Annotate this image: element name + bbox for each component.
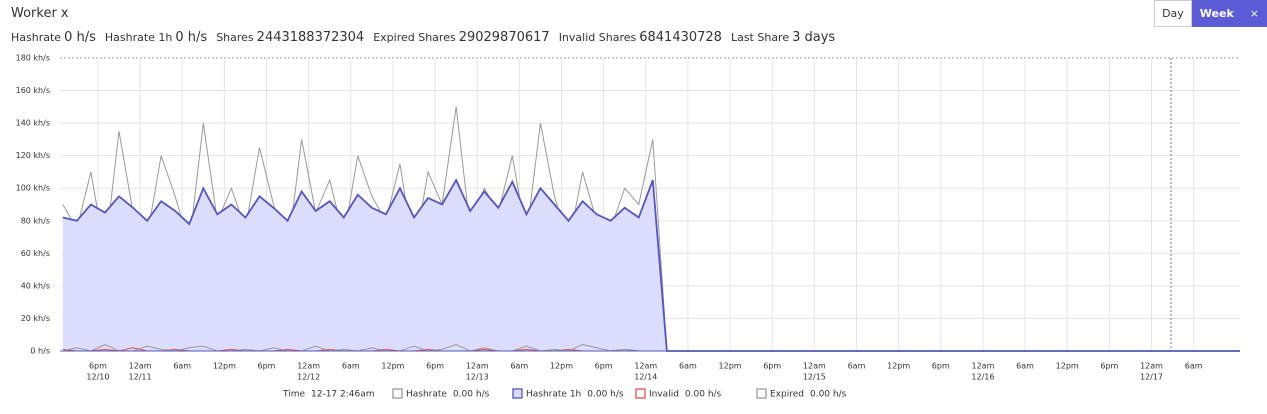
- stat-label: Last Share: [730, 31, 790, 44]
- x-tick-label: 12pm: [719, 362, 742, 371]
- x-tick-label: 12pm: [887, 362, 910, 371]
- x-tick-label: 6pm: [426, 362, 444, 371]
- y-tick-label: 100 kh/s: [16, 184, 50, 193]
- x-tick-label: 6am: [510, 362, 528, 371]
- legend-label: Hashrate: [406, 390, 447, 400]
- x-tick-label: 12am: [297, 362, 320, 371]
- range-button[interactable]: Week: [1191, 0, 1242, 27]
- legend-label: Hashrate 1h: [526, 390, 581, 400]
- legend-value: 0.00 h/s: [685, 390, 722, 400]
- x-date-label: 12/13: [466, 373, 489, 382]
- stat-value: 0 h/s: [64, 30, 96, 45]
- legend-label: Expired: [770, 390, 804, 400]
- stat-value: 6841430728: [639, 30, 722, 45]
- x-tick-label: 12am: [129, 362, 152, 371]
- series-line: [62, 343, 1240, 352]
- legend-value: 0.00 h/s: [810, 390, 847, 400]
- x-tick-label: 6pm: [763, 362, 781, 371]
- stat-value: 2443188372304: [256, 30, 365, 45]
- range-buttons: Day Week ×: [1154, 0, 1267, 27]
- series-line: [62, 178, 1240, 352]
- legend-swatch: [392, 388, 403, 399]
- x-tick-label: 6am: [1185, 362, 1203, 371]
- y-tick-label: 20 kh/s: [21, 314, 50, 323]
- cursor-value: 12-17 2:46am: [311, 390, 375, 400]
- y-tick-label: 120 kh/s: [16, 151, 50, 160]
- x-tick-label: 12pm: [213, 362, 236, 371]
- y-tick-label: 80 kh/s: [21, 216, 50, 225]
- legend-value: 0.00 h/s: [587, 390, 624, 400]
- stat-value: 29029870617: [458, 30, 550, 45]
- y-tick-label: 60 kh/s: [21, 249, 50, 258]
- x-date-label: 12/12: [297, 373, 320, 382]
- x-tick-label: 6am: [342, 362, 360, 371]
- stat-label: Hashrate 1h: [104, 31, 173, 44]
- legend-label: Invalid: [649, 390, 679, 400]
- x-tick-label: 12am: [971, 362, 994, 371]
- range-button[interactable]: Day: [1154, 0, 1192, 27]
- stat-label: Hashrate: [11, 31, 62, 44]
- x-tick-label: 6pm: [1100, 362, 1118, 371]
- stat-value: 3 days: [792, 30, 836, 45]
- x-date-label: 12/17: [1140, 373, 1163, 382]
- x-tick-label: 6pm: [258, 362, 276, 371]
- x-date-label: 12/11: [129, 373, 152, 382]
- x-tick-label: 12pm: [381, 362, 404, 371]
- x-tick-label: 12am: [634, 362, 657, 371]
- x-tick-label: 12am: [466, 362, 489, 371]
- legend-swatch: [512, 388, 523, 399]
- stat-label: Invalid Shares: [558, 31, 637, 44]
- cursor-label: Time: [282, 390, 305, 400]
- legend-swatch: [756, 388, 767, 399]
- range-button[interactable]: ×: [1241, 0, 1267, 27]
- worker-title: Worker x: [11, 6, 69, 21]
- x-date-label: 12/10: [86, 373, 109, 382]
- x-tick-label: 6pm: [89, 362, 107, 371]
- x-tick-label: 12am: [803, 362, 826, 371]
- x-date-label: 12/16: [971, 373, 994, 382]
- x-tick-label: 6am: [173, 362, 191, 371]
- x-date-label: 12/14: [634, 373, 657, 382]
- x-date-label: 12/15: [803, 373, 826, 382]
- stats: Hashrate 0 h/s Hashrate 1h 0 h/s Shares 24431…: [11, 30, 844, 45]
- y-tick-label: 180 kh/s: [16, 54, 50, 63]
- x-tick-label: 12pm: [550, 362, 573, 371]
- y-tick-label: 0 h/s: [30, 347, 50, 356]
- stat-value: 0 h/s: [175, 30, 208, 45]
- y-tick-label: 40 kh/s: [21, 281, 50, 290]
- x-tick-label: 6pm: [932, 362, 950, 371]
- x-tick-label: 12am: [1140, 362, 1163, 371]
- y-tick-label: 140 kh/s: [16, 119, 50, 128]
- area: [62, 180, 1240, 351]
- legend-value: 0.00 h/s: [453, 390, 490, 400]
- x-tick-label: 6am: [679, 362, 697, 371]
- y-tick-label: 160 kh/s: [16, 86, 50, 95]
- x-tick-label: 6pm: [595, 362, 613, 371]
- x-tick-label: 6am: [848, 362, 866, 371]
- stat-label: Shares: [216, 31, 254, 44]
- x-tick-label: 6am: [1016, 362, 1034, 371]
- legend-swatch: [635, 388, 646, 399]
- stat-label: Expired Shares: [373, 31, 456, 44]
- x-tick-label: 12pm: [1056, 362, 1079, 371]
- series-line: [62, 106, 1240, 352]
